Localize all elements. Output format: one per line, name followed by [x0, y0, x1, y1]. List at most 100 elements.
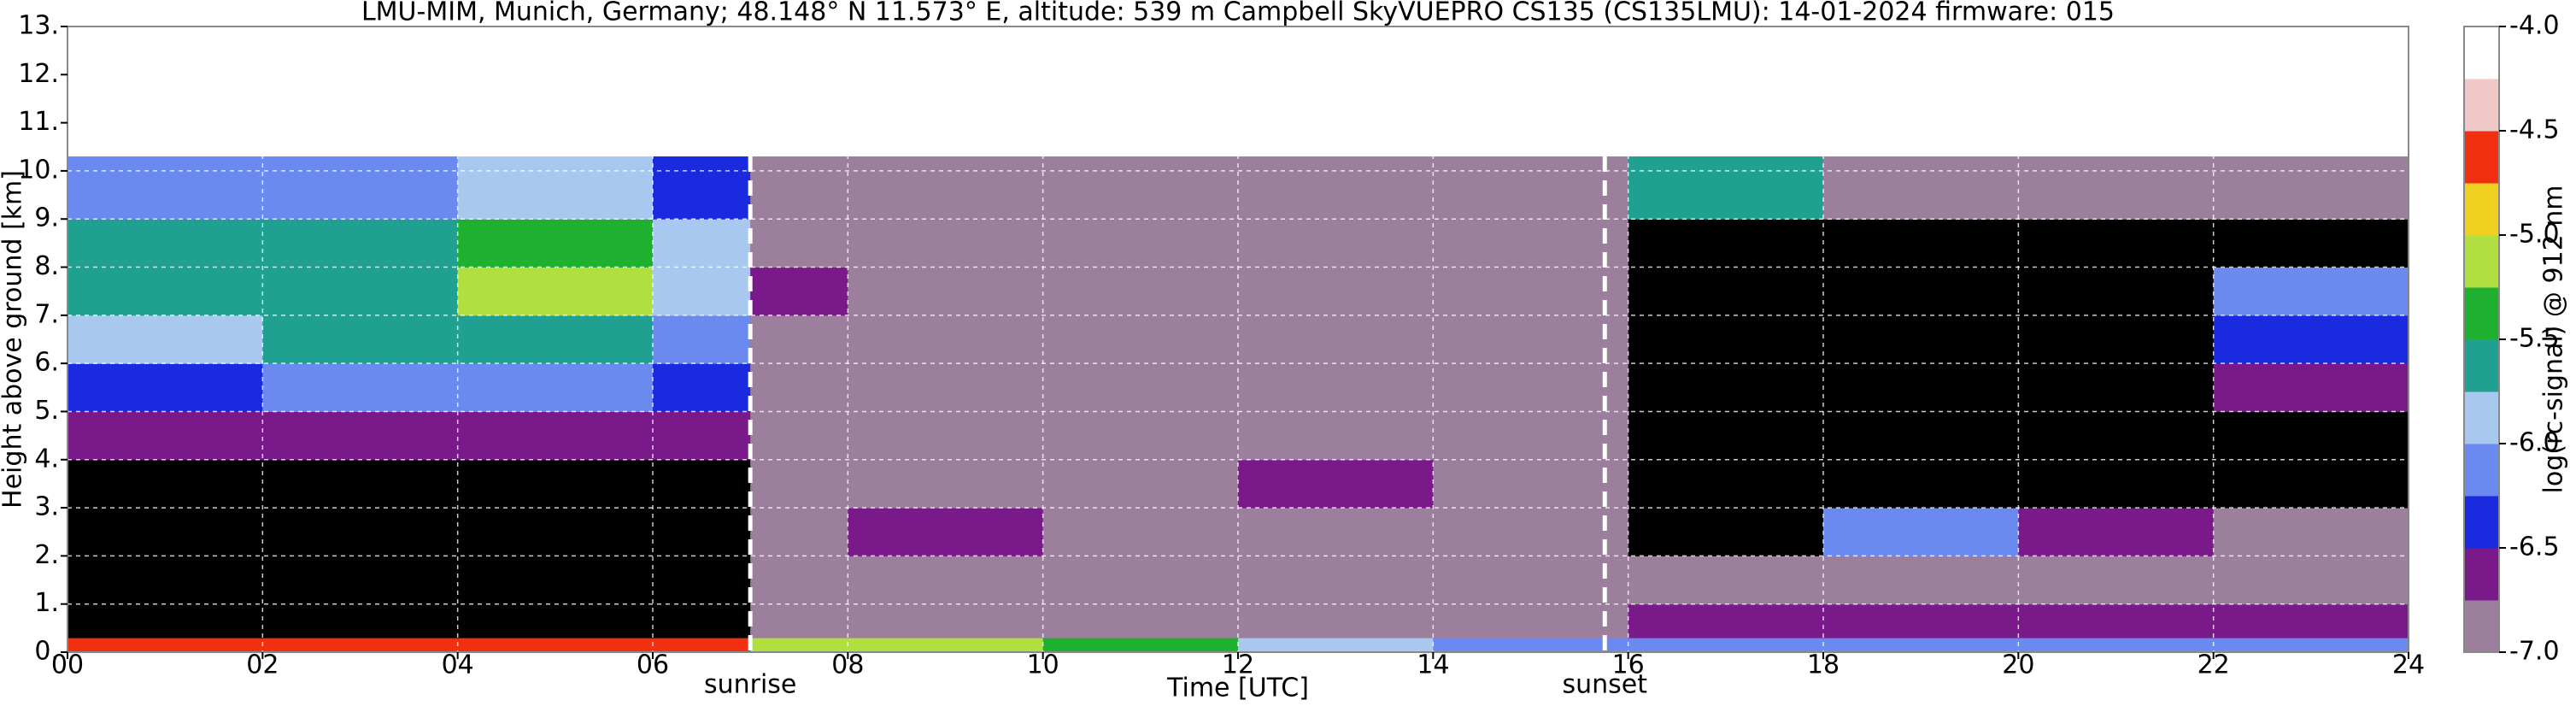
heatmap-cell: [2213, 156, 2409, 220]
heatmap-cell: [1823, 219, 2019, 268]
heatmap-cell: [1628, 363, 1824, 412]
heatmap-cell: [2018, 508, 2215, 556]
colorbar-segment: [2464, 548, 2499, 601]
heatmap-cell: [67, 603, 263, 638]
heatmap-cell: [67, 508, 263, 556]
x-tick-label: 10: [1027, 650, 1059, 680]
colorbar-segment: [2464, 79, 2499, 132]
colorbar-segment: [2464, 131, 2499, 184]
colorbar-segment: [2464, 26, 2499, 79]
colorbar-segment: [2464, 496, 2499, 549]
heatmap-cell: [848, 603, 1044, 638]
heatmap-cell: [653, 219, 751, 268]
heatmap-cell: [2018, 411, 2215, 461]
x-tick-label: 16: [1612, 650, 1645, 680]
heatmap-cell: [457, 411, 654, 461]
heatmap-cell: [653, 603, 751, 638]
heatmap-cell: [1823, 411, 2019, 461]
annotation-label: sunset: [1563, 670, 1648, 700]
heatmap-cell: [653, 363, 751, 412]
heatmap-cell: [262, 638, 459, 653]
heatmap-cell: [2018, 638, 2215, 653]
x-tick-label: 12: [1222, 650, 1254, 680]
heatmap-cell: [2018, 156, 2215, 220]
heatmap-cell: [1238, 219, 1434, 268]
colorbar-tick-label: -6.0: [2509, 428, 2560, 458]
colorbar-label: log(rc-signal) @ 912 nm: [2539, 185, 2569, 494]
heatmap-cell: [750, 411, 848, 461]
heatmap-cell: [1238, 156, 1434, 220]
x-tick-label: 18: [1807, 650, 1840, 680]
heatmap-cell: [653, 638, 751, 653]
heatmap-cell: [67, 556, 263, 605]
heatmap-cell: [2018, 556, 2215, 605]
heatmap-cell: [1628, 156, 1824, 220]
y-tick-label: 7.: [34, 299, 59, 329]
heatmap-cell: [848, 556, 1044, 605]
heatmap-cell: [1238, 411, 1434, 461]
heatmap-cell: [750, 156, 848, 220]
heatmap-cell: [457, 638, 654, 653]
heatmap-cell: [1823, 156, 2019, 220]
heatmap-cell: [67, 411, 263, 461]
x-tick-label: 04: [442, 650, 474, 680]
heatmap-cell: [1628, 508, 1824, 556]
heatmap-cell: [653, 556, 751, 605]
heatmap-cell: [653, 508, 751, 556]
heatmap-cell: [262, 459, 459, 509]
colorbar-segment: [2464, 391, 2499, 444]
heatmap-cell: [457, 156, 654, 220]
heatmap-cell: [262, 603, 459, 638]
heatmap-cell: [1238, 363, 1434, 412]
heatmap-cell: [457, 315, 654, 364]
heatmap-cell: [848, 156, 1044, 220]
x-axis-label: Time [UTC]: [1166, 674, 1309, 703]
heatmap-cell: [653, 315, 751, 364]
heatmap-cell: [750, 556, 848, 605]
heatmap-cell: [2018, 219, 2215, 268]
heatmap-cell: [848, 315, 1044, 364]
heatmap-cell: [1042, 156, 1239, 220]
heatmap-cell: [1628, 459, 1824, 509]
colorbar-tick-label: -7.0: [2509, 637, 2560, 667]
heatmap-cell: [848, 267, 1044, 316]
heatmap-cell: [457, 556, 654, 605]
heatmap-cell: [1238, 267, 1434, 316]
x-tick-label: 06: [637, 650, 669, 680]
y-tick-label: 6.: [34, 348, 59, 378]
colorbar-segment: [2464, 444, 2499, 497]
heatmap-cell: [2213, 315, 2409, 364]
heatmap-cell: [262, 363, 459, 412]
heatmap-cell: [1433, 411, 1629, 461]
heatmap-cell: [1628, 267, 1824, 316]
heatmap-cell: [67, 363, 263, 412]
heatmap-cell: [262, 267, 459, 316]
heatmap-cell: [457, 603, 654, 638]
heatmap-cell: [750, 267, 848, 316]
heatmap-cell: [457, 267, 654, 316]
heatmap-cell: [1433, 156, 1629, 220]
heatmap-cell: [2213, 459, 2409, 509]
heatmap-cell: [2018, 267, 2215, 316]
heatmap-cell: [1433, 603, 1629, 638]
heatmap-cell: [1042, 219, 1239, 268]
heatmap-cell: [653, 459, 751, 509]
heatmap-cell: [1433, 556, 1629, 605]
colorbar-tick-label: -5.5: [2509, 324, 2560, 354]
colorbar-segment: [2464, 600, 2499, 653]
y-tick-label: 9.: [34, 203, 59, 233]
colorbar-tick-label: -4.5: [2509, 115, 2560, 145]
heatmap-cell: [262, 508, 459, 556]
heatmap-cell: [750, 363, 848, 412]
heatmap-cell: [262, 219, 459, 268]
annotation-label: sunrise: [704, 670, 796, 700]
heatmap-cell: [67, 459, 263, 509]
x-tick-label: 20: [2002, 650, 2034, 680]
heatmap-cell: [1628, 556, 1824, 605]
heatmap-cell: [1238, 556, 1434, 605]
heatmap-cell: [2213, 411, 2409, 461]
heatmap-cell: [750, 508, 848, 556]
colorbar-segment: [2464, 287, 2499, 340]
heatmap-cell: [457, 219, 654, 268]
